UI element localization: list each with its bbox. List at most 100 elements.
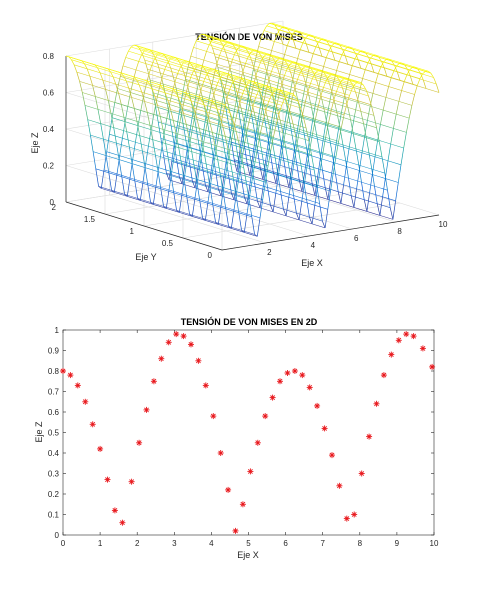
surface-mesh-line xyxy=(414,66,419,70)
surface-mesh-line xyxy=(292,31,296,35)
surface-mesh-line xyxy=(306,148,311,166)
surface-mesh-line xyxy=(221,91,225,106)
surface-mesh-line xyxy=(204,108,208,123)
surface-mesh-line xyxy=(269,54,273,57)
surface-mesh-line xyxy=(230,163,234,180)
surface-mesh-line xyxy=(157,63,161,74)
surface-mesh-line xyxy=(329,45,333,53)
surface-mesh-line xyxy=(182,60,187,64)
surface-mesh-line xyxy=(97,67,101,73)
surface-mesh-line xyxy=(258,37,262,47)
surface-mesh-line xyxy=(277,124,282,142)
surface-mesh-line xyxy=(211,100,215,104)
scatter-xlabel: Eje X xyxy=(237,550,259,560)
surface-mesh-line xyxy=(403,74,408,82)
surface-mesh-line xyxy=(322,137,326,153)
scatter-point xyxy=(97,445,104,452)
surface-mesh-line xyxy=(339,81,343,89)
surface-mesh-line xyxy=(373,115,377,128)
surface-mesh-line xyxy=(239,72,244,83)
surface-mesh-line xyxy=(290,178,294,196)
surface-mesh-line xyxy=(196,75,200,86)
surface-mesh-line xyxy=(265,61,270,75)
surface-mesh-line xyxy=(159,116,164,130)
surface-mesh-line xyxy=(233,159,238,172)
surface-mesh-line xyxy=(181,114,185,131)
surface-mesh-line xyxy=(260,30,265,38)
surface-mesh-line xyxy=(209,187,214,205)
surface-mesh-line xyxy=(348,131,353,149)
surface-mesh-line xyxy=(292,39,297,49)
surface-mesh-line xyxy=(225,108,230,126)
surface-mesh-line xyxy=(342,49,346,57)
surface-mesh-line xyxy=(317,158,321,177)
surface-mesh-line xyxy=(71,59,75,65)
scatter-ylabel: Eje Z xyxy=(34,421,44,443)
surface-mesh-line xyxy=(239,93,244,103)
surface-mesh-line xyxy=(348,178,352,196)
surface-mesh-line xyxy=(141,91,145,102)
surface-mesh-line xyxy=(281,75,285,85)
surface-mesh-line xyxy=(262,160,266,180)
surface-mesh-line xyxy=(170,175,175,193)
surface-mesh-line xyxy=(330,173,334,192)
scatter-x-tick-label: 6 xyxy=(283,539,288,548)
surface-mesh-line xyxy=(374,139,379,157)
scatter-point xyxy=(358,470,365,477)
surface-mesh-line xyxy=(197,162,201,180)
surface-mesh-line xyxy=(317,77,322,91)
surface-mesh-line xyxy=(231,124,235,139)
surface-mesh-line xyxy=(269,128,273,143)
surface-mesh-line xyxy=(194,118,198,135)
surface-mesh-line xyxy=(262,171,266,190)
scatter-points xyxy=(60,331,436,534)
surface-mesh-line xyxy=(113,127,117,144)
surface-mesh-line xyxy=(273,60,278,65)
surface-mesh-line xyxy=(264,63,268,73)
surface-mesh-line xyxy=(268,71,272,81)
surface-mesh-line xyxy=(299,68,304,73)
surface-z-tick-label: 0 xyxy=(50,198,55,207)
scatter-y-tick-label: 0.4 xyxy=(48,449,60,458)
surface-mesh-line xyxy=(139,181,144,201)
surface-mesh-line xyxy=(185,92,189,96)
surface-mesh-line xyxy=(302,37,307,43)
surface-mesh-line xyxy=(322,123,327,141)
surface-mesh-line xyxy=(270,204,274,213)
surface-mesh-line xyxy=(165,143,169,160)
surface-mesh-line xyxy=(349,46,354,50)
surface-mesh-line xyxy=(314,187,318,206)
surface-mesh-line xyxy=(349,80,354,86)
surface-mesh-line xyxy=(179,93,183,109)
surface-mesh-line xyxy=(289,33,294,39)
surface-mesh-line xyxy=(176,122,181,138)
surface-mesh-line xyxy=(287,103,291,114)
surface-mesh-line xyxy=(360,111,364,124)
surface-mesh-line xyxy=(304,165,308,184)
surface-mesh-line xyxy=(254,234,258,237)
surface-mesh-line xyxy=(106,134,110,152)
surface-mesh-line xyxy=(268,87,273,94)
surface-mesh-line xyxy=(104,67,108,70)
surface-mesh-line xyxy=(152,185,157,205)
surface-mesh-line xyxy=(157,121,162,139)
surface-mesh-line xyxy=(123,117,128,132)
scatter-point xyxy=(380,372,387,379)
surface-mesh-line xyxy=(298,150,302,167)
surface-mesh-line xyxy=(275,164,279,184)
surface-mesh-line xyxy=(404,65,408,70)
surface-mesh-line xyxy=(192,180,196,189)
surface-mesh-line xyxy=(252,57,257,71)
surface-mesh-line xyxy=(279,119,284,133)
scatter-point xyxy=(128,478,135,485)
surface-mesh-line xyxy=(400,147,405,165)
surface-mesh-line xyxy=(227,107,231,113)
surface-mesh-line xyxy=(223,170,227,188)
surface-mesh-line xyxy=(327,180,331,200)
surface-mesh-line xyxy=(252,161,256,179)
surface-mesh-line xyxy=(365,137,370,153)
surface-mesh-line xyxy=(142,163,147,182)
surface-mesh-line xyxy=(237,82,241,96)
surface-mesh-line xyxy=(325,123,329,138)
surface-mesh-line xyxy=(324,111,328,126)
